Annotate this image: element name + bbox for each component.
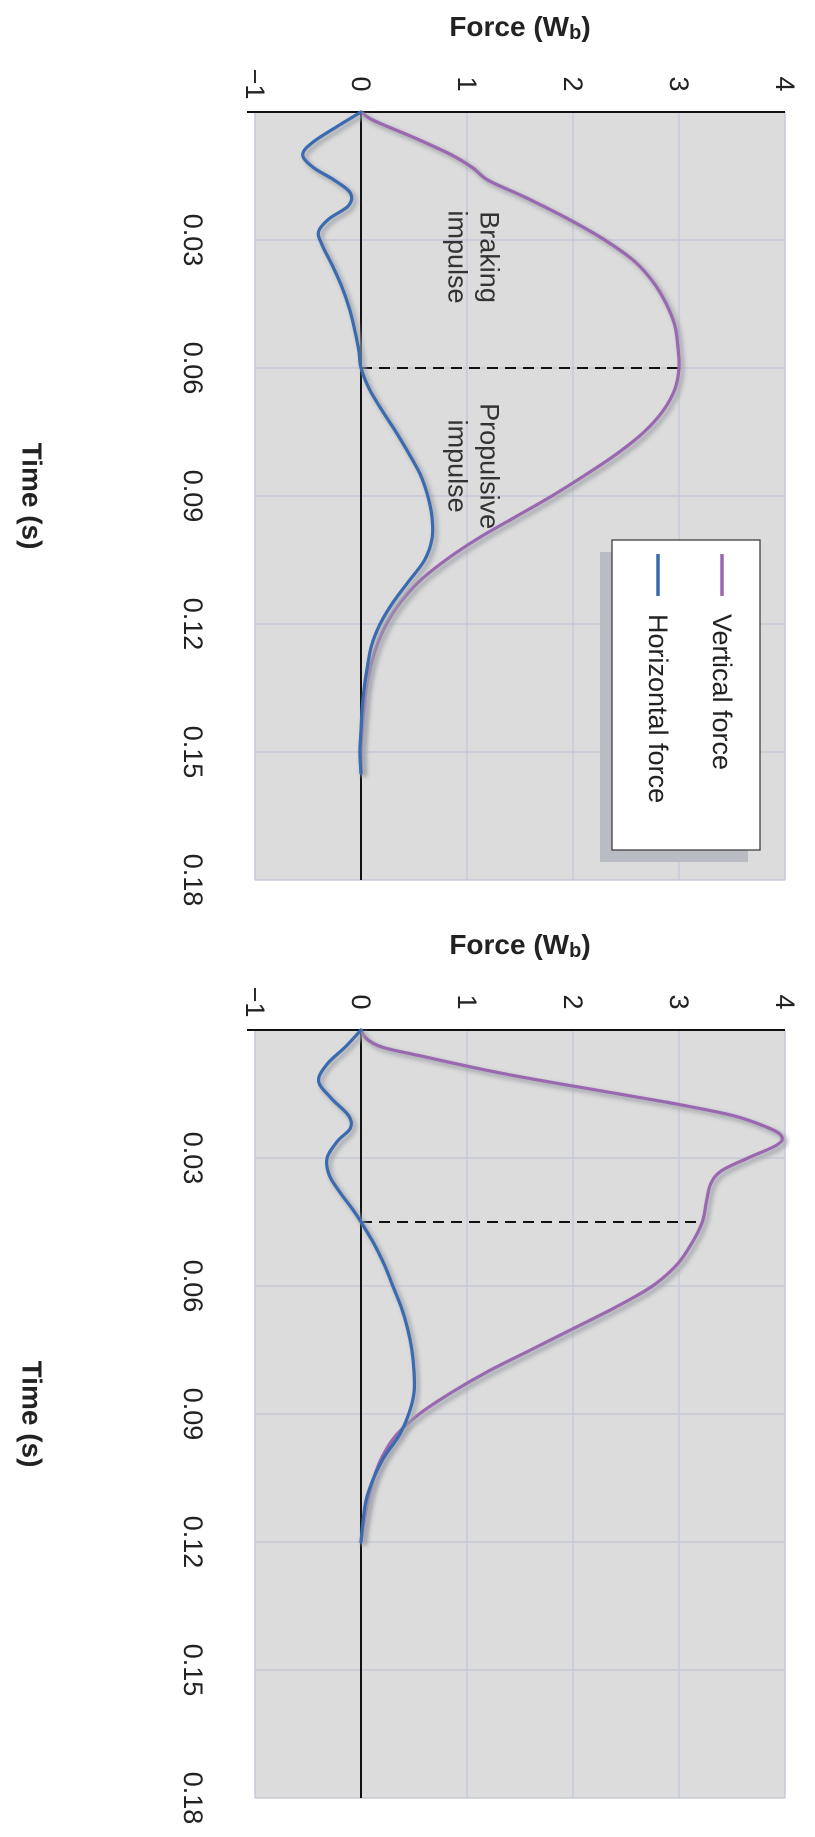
time-tick-label: 0.03 [178, 1132, 208, 1185]
time-tick-label: 0.06 [178, 1260, 208, 1313]
force-axis-title: Force (Wb) [449, 11, 590, 45]
time-tick-label: 0.18 [178, 854, 208, 907]
gridlines [254, 1030, 786, 1799]
time-tick-label: 0.03 [178, 214, 208, 267]
time-tick-label: 0.06 [178, 342, 208, 395]
force-tick-label: 4 [770, 994, 800, 1009]
chart-panel-top: −1 0 1 2 3 4 0.03 0.06 0.09 0.12 0.15 0.18 Force (Wb… [17, 11, 801, 907]
force-tick-label: 1 [452, 76, 482, 91]
time-axis-title: Time (s) [17, 1361, 48, 1468]
force-tick-label: 3 [664, 994, 694, 1009]
legend-label: Vertical force [707, 614, 737, 770]
force-tick-label: 4 [770, 76, 800, 91]
series-line-vertical [359, 1028, 784, 1544]
legend: Vertical force Horizontal force [600, 539, 761, 862]
time-tick-label: 0.09 [178, 470, 208, 523]
time-tick-label: 0.12 [178, 1516, 208, 1569]
legend-label: Horizontal force [643, 614, 673, 803]
annotation-label: Propulsiveimpulse [442, 403, 504, 529]
force-tick-label: −1 [240, 987, 270, 1018]
time-axis-title: Time (s) [17, 443, 48, 550]
force-tick-label: 2 [558, 76, 588, 91]
force-tick-label: 3 [664, 76, 694, 91]
force-tick-label: 2 [558, 994, 588, 1009]
time-tick-label: 0.09 [178, 1388, 208, 1441]
legend-box [611, 539, 761, 851]
time-tick-label: 0.15 [178, 1644, 208, 1697]
time-tick-label: 0.15 [178, 726, 208, 779]
series-line-horizontal [316, 1028, 417, 1544]
series-line-horizontal [301, 110, 435, 775]
force-tick-label: 0 [346, 76, 376, 91]
annotation-label: Brakingimpulse [442, 211, 504, 304]
time-tick-label: 0.12 [178, 598, 208, 651]
force-axis-title: Force (Wb) [449, 929, 590, 963]
force-tick-label: −1 [240, 69, 270, 100]
chart-panel-bottom: −1 0 1 2 3 4 0.03 0.06 0.09 0.12 0.15 0.18 Force (Wb… [17, 929, 801, 1825]
time-tick-label: 0.18 [178, 1772, 208, 1825]
force-tick-label: 0 [346, 994, 376, 1009]
force-tick-label: 1 [452, 994, 482, 1009]
